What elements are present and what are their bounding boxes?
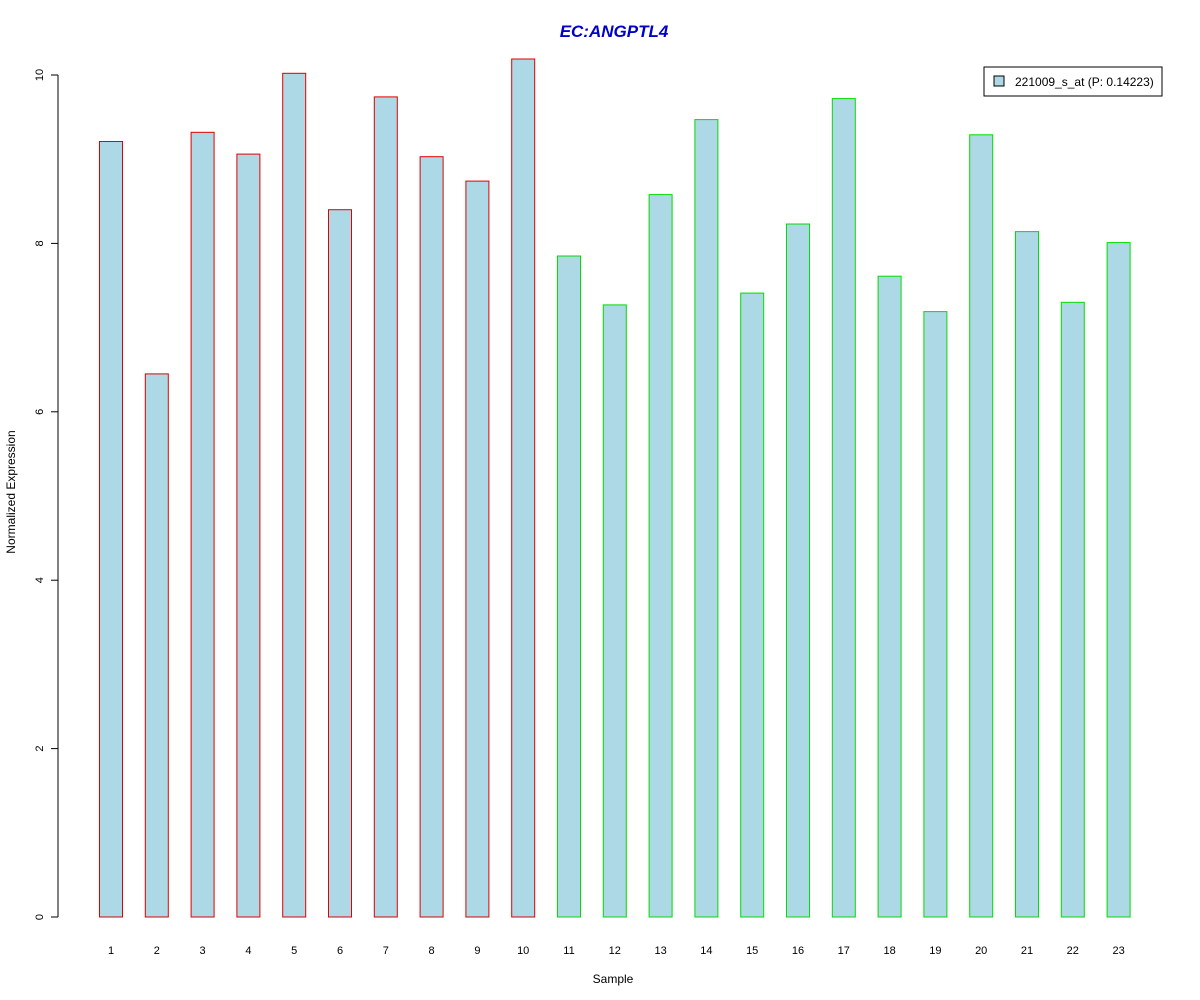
bar-sample-12 <box>602 304 627 918</box>
bar-sample-19 <box>923 311 948 918</box>
x-tick-label: 17 <box>838 945 850 957</box>
bar-sample-7 <box>373 96 398 918</box>
bar-sample-22 <box>1060 301 1085 918</box>
y-axis: 0 2 4 6 8 10 <box>34 69 59 920</box>
bar-sample-16 <box>786 223 810 918</box>
bar-sample-4 <box>236 153 261 918</box>
x-tick-label: 6 <box>337 945 343 957</box>
y-axis-label: Normalized Expression <box>4 430 18 553</box>
bar-sample-9 <box>465 180 490 918</box>
x-axis-label: Sample <box>593 972 634 986</box>
x-tick-label: 18 <box>883 945 895 957</box>
x-tick-label: 5 <box>291 945 297 957</box>
x-tick-label: 23 <box>1112 945 1124 957</box>
x-tick-label: 7 <box>383 945 389 957</box>
x-tick-label: 15 <box>746 945 758 957</box>
legend-box <box>983 66 1163 97</box>
bar-sample-2 <box>144 373 169 918</box>
bars-group <box>99 58 1131 918</box>
x-tick-labels: 1 2 3 4 5 6 7 8 9 10 11 12 13 14 15 16 17 18 19 20 21 22 23 <box>108 945 1125 957</box>
bar-sample-10 <box>511 58 536 918</box>
y-tick-label: 4 <box>34 577 46 583</box>
x-tick-label: 3 <box>200 945 206 957</box>
x-tick-label: 16 <box>792 945 804 957</box>
legend-swatch <box>993 75 1005 87</box>
legend: 221009_s_at (P: 0.14223) <box>983 66 1163 97</box>
x-tick-label: 12 <box>609 945 621 957</box>
x-tick-label: 19 <box>929 945 941 957</box>
y-tick-label: 6 <box>34 409 46 415</box>
bar-sample-11 <box>557 255 581 918</box>
bar-sample-5 <box>282 72 307 918</box>
y-tick-label: 10 <box>34 69 46 81</box>
legend-label: 221009_s_at (P: 0.14223) <box>1015 75 1154 89</box>
x-tick-label: 22 <box>1067 945 1079 957</box>
y-tick-label: 2 <box>34 746 46 752</box>
bar-sample-21 <box>1015 231 1039 918</box>
bar-sample-14 <box>694 119 719 918</box>
x-tick-label: 14 <box>700 945 712 957</box>
y-tick-label: 0 <box>34 914 46 920</box>
y-tick-label: 8 <box>34 240 46 246</box>
x-tick-label: 2 <box>154 945 160 957</box>
bar-sample-23 <box>1106 242 1131 918</box>
x-tick-label: 4 <box>245 945 251 957</box>
x-tick-label: 1 <box>108 945 114 957</box>
bar-sample-1 <box>99 141 123 918</box>
x-tick-label: 21 <box>1021 945 1033 957</box>
bar-sample-18 <box>877 275 902 918</box>
bar-sample-13 <box>648 194 673 918</box>
bar-sample-3 <box>190 131 215 918</box>
bar-sample-6 <box>328 209 352 918</box>
bar-sample-20 <box>969 134 994 918</box>
chart-title: EC:ANGPTL4 <box>560 22 669 41</box>
x-tick-label: 10 <box>517 945 529 957</box>
x-tick-label: 11 <box>563 945 574 957</box>
x-tick-label: 9 <box>474 945 480 957</box>
x-tick-label: 20 <box>975 945 987 957</box>
x-tick-label: 8 <box>429 945 435 957</box>
bar-sample-8 <box>419 156 444 918</box>
bar-sample-15 <box>740 292 765 918</box>
x-tick-label: 13 <box>654 945 666 957</box>
bar-sample-17 <box>831 98 856 918</box>
